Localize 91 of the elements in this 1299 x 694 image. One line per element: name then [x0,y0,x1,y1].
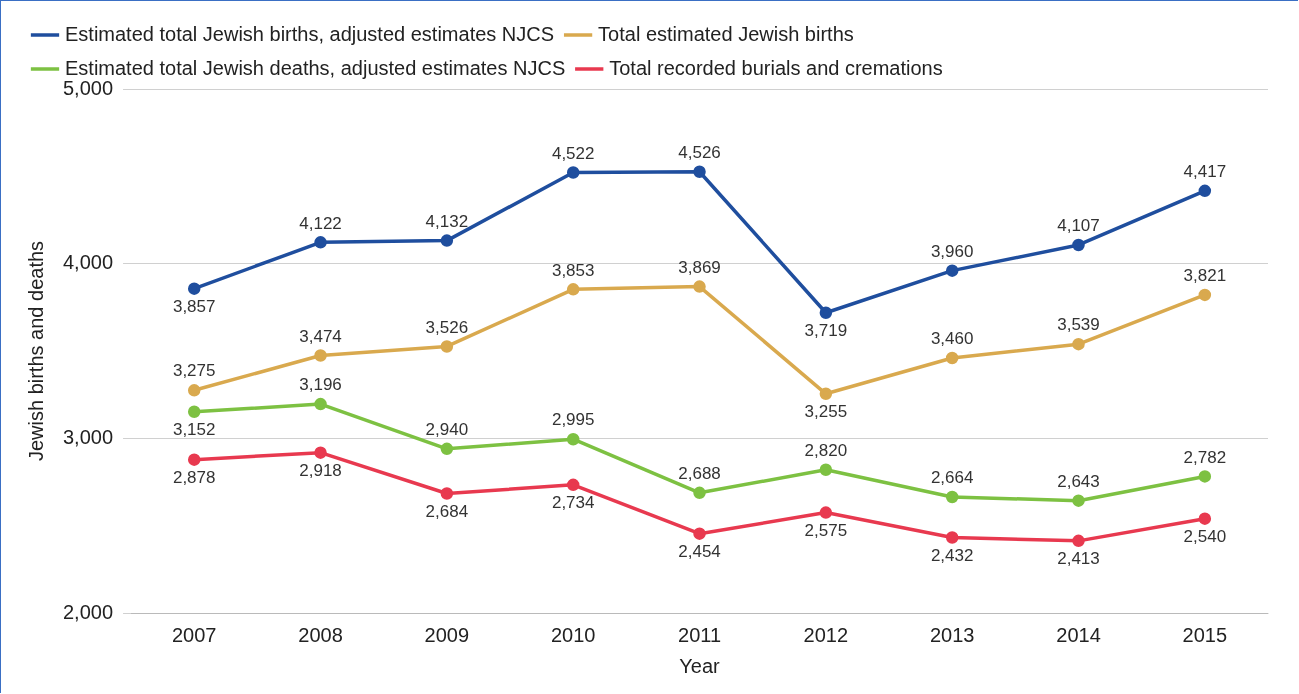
point [314,446,327,459]
data-label: 4,526 [678,142,721,162]
point [187,453,201,466]
data-label: 2,454 [678,541,721,561]
point [1198,184,1212,198]
data-label: 3,460 [930,329,974,349]
point [945,351,959,365]
data-label: 2,575 [804,520,848,540]
point [440,487,454,500]
data-label: 2,664 [930,468,974,488]
data-label: 3,526 [425,317,469,337]
data-label: 3,853 [551,260,595,280]
data-label: 2,734 [551,492,595,512]
point [440,234,454,247]
data-label: 2,413 [1057,549,1100,569]
point [566,432,580,446]
point [819,306,833,319]
point [693,527,706,540]
point [819,387,833,401]
data-label: 4,522 [551,143,595,163]
point [187,384,201,397]
data-label: 4,132 [425,211,469,231]
data-label: 4,122 [299,213,342,233]
y-tick-label: 4,000 [62,251,114,274]
point [314,349,327,362]
point [1198,470,1212,483]
point [1198,512,1212,525]
x-tick-label: 2014 [1056,623,1101,646]
data-label: 3,960 [930,241,974,261]
point [566,478,580,492]
point [566,283,580,296]
data-label: 3,821 [1183,266,1227,286]
point [693,165,706,179]
point [693,486,706,500]
legend-label: Estimated total Jewish deaths, adjusted estimates NJCS [65,56,566,79]
y-tick-label: 2,000 [62,600,114,623]
x-tick-label: 2009 [424,623,470,646]
point [440,340,454,353]
data-label: 3,275 [172,361,216,381]
data-label: 4,417 [1183,162,1227,182]
data-label: 3,152 [172,419,216,439]
x-tick-label: 2011 [678,623,722,646]
data-label: 2,688 [678,464,721,484]
data-label: 3,719 [804,320,848,340]
data-label: 3,196 [299,375,342,395]
point [566,166,580,179]
data-label: 3,474 [299,326,342,346]
data-label: 3,255 [804,401,848,421]
x-tick-label: 2012 [803,623,849,646]
point [945,490,959,504]
data-label: 2,782 [1183,447,1227,467]
legend-label: Total recorded burials and cremations [609,56,943,79]
point [693,280,706,293]
point [819,463,833,477]
data-label: 2,820 [804,440,848,460]
data-label: 2,995 [551,410,595,430]
point [1072,534,1085,548]
point [314,236,327,249]
data-label: 3,539 [1057,315,1100,335]
y-tick-label: 5,000 [62,76,114,99]
point [945,531,959,544]
data-label: 2,643 [1057,471,1100,491]
x-tick-label: 2013 [929,623,975,646]
x-tick-label: 2015 [1182,623,1228,646]
x-tick-label: 2008 [298,623,343,646]
data-label: 2,878 [172,467,216,487]
point [440,442,454,456]
y-axis-title: Jewish births and deaths [24,240,47,462]
point [187,282,201,295]
point [314,397,327,411]
data-label: 2,684 [425,501,469,521]
point [1072,238,1085,252]
x-axis-title: Year [679,654,721,677]
legend-label: Estimated total Jewish births, adjusted estimates NJCS [65,22,555,45]
data-label: 2,918 [299,460,342,480]
legend-label: Total estimated Jewish births [598,22,854,45]
data-label: 2,432 [930,545,974,565]
data-label: 3,869 [678,257,721,277]
point [1198,288,1212,302]
point [1072,337,1085,351]
data-label: 2,940 [425,420,469,439]
x-tick-label: 2010 [550,623,596,646]
data-label: 4,107 [1057,216,1100,236]
data-label: 2,540 [1183,526,1227,546]
x-tick-label: 2007 [171,623,217,646]
point [187,405,201,419]
point [1072,494,1085,507]
point [819,506,833,519]
data-label: 3,857 [172,296,216,316]
point [945,264,959,277]
y-tick-label: 3,000 [62,425,114,448]
